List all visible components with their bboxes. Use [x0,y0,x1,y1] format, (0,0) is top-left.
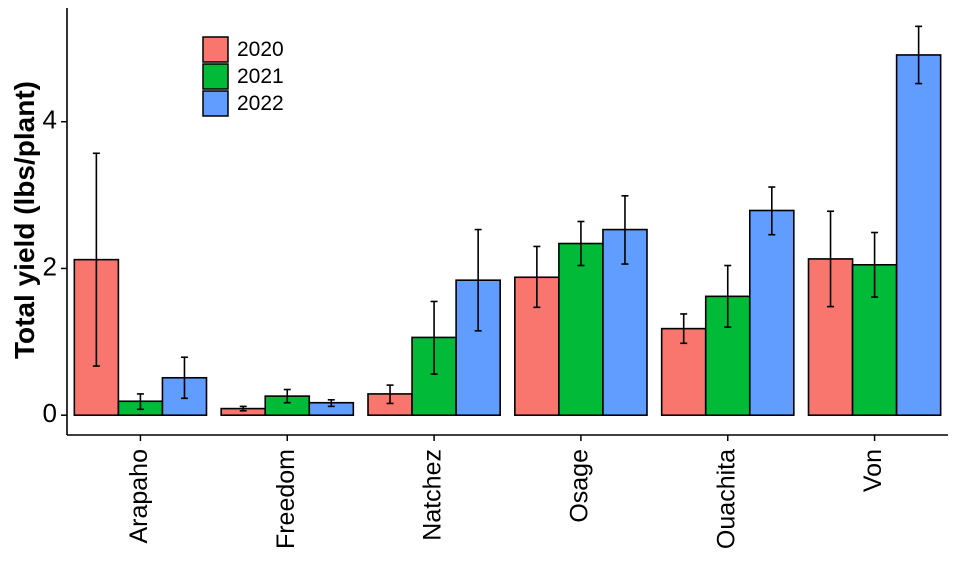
axes-layer: Arapaho Freedom Natchez Osage Ouachita Von 0 2 4 [43,8,948,549]
x-tick-label-natchez: Natchez [419,449,447,541]
y-tick-label: 0 [43,398,57,428]
legend-key-2022 [202,90,229,117]
x-tick-label-freedom: Freedom [272,449,300,549]
legend-label-2020: 2020 [237,38,284,61]
y-tick-label: 4 [43,105,57,135]
legend: 2020 2021 2022 [202,36,284,117]
y-tick-label: 2 [43,251,57,281]
x-tick-label-ouachita: Ouachita [712,449,740,549]
x-tick-label-osage: Osage [566,449,594,523]
x-tick-label-von: Von [859,449,887,492]
bar-osage-2021 [558,242,604,416]
legend-label-2021: 2021 [237,65,284,88]
bar-von-2022 [895,54,942,416]
errorbars-layer [92,25,923,412]
legend-key-2020 [202,36,229,63]
x-tick-label-arapaho: Arapaho [125,449,153,544]
bar-ouachita-2022 [748,209,795,416]
legend-key-2021 [202,63,229,90]
y-axis-title: Total yield (lbs/plant) [9,81,40,359]
legend-label-2022: 2022 [237,92,284,115]
